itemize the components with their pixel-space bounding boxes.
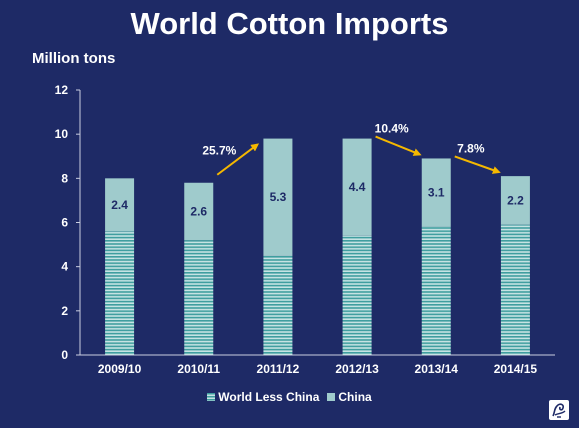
- data-label-china: 3.1: [428, 186, 445, 200]
- bar-world-less-china: [263, 255, 293, 355]
- change-percent-label: 7.8%: [457, 141, 485, 155]
- legend-item-world-less-china: World Less China: [207, 390, 319, 404]
- x-tick-label: 2011/12: [257, 362, 300, 376]
- bar-world-less-china: [421, 226, 451, 355]
- bar-world-less-china: [500, 224, 530, 355]
- data-label-china: 4.4: [349, 180, 366, 194]
- legend-swatch-world-less-china: [207, 393, 216, 401]
- bar-china: [421, 158, 451, 227]
- x-tick-label: 2012/13: [335, 362, 379, 376]
- x-tick-label: 2014/15: [494, 362, 538, 376]
- data-label-china: 2.2: [507, 193, 524, 207]
- change-percent-label: 25.7%: [202, 144, 236, 158]
- x-tick-label: 2013/14: [415, 362, 459, 376]
- legend-swatch-china: [327, 393, 336, 401]
- y-tick-label: 12: [55, 83, 69, 97]
- decrease-arrow: [375, 135, 422, 156]
- bar-china: [263, 138, 293, 256]
- bar-china: [500, 176, 530, 225]
- change-percent-label: 10.4%: [375, 122, 409, 136]
- data-label-china: 2.6: [190, 204, 207, 218]
- y-tick-label: 8: [61, 171, 68, 185]
- bar-china: [184, 182, 214, 241]
- x-tick-label: 2009/10: [98, 362, 142, 376]
- y-tick-label: 6: [61, 216, 68, 230]
- legend: World Less China China: [0, 390, 579, 404]
- bar-china: [105, 178, 135, 232]
- chart-title: World Cotton Imports: [130, 6, 449, 41]
- legend-label-world-less-china: World Less China: [218, 390, 320, 404]
- bar-world-less-china: [184, 240, 214, 355]
- bar-china: [342, 138, 372, 236]
- bar-world-less-china: [342, 235, 372, 355]
- x-tick-label: 2010/11: [177, 362, 220, 376]
- data-label-china: 2.4: [111, 198, 128, 212]
- bar-world-less-china: [105, 231, 135, 355]
- plot-area: 0 2 4 6 8 10 12 2.4 2009/10 2.6 2010/11 5.3 2011/12 4…: [55, 83, 555, 376]
- decrease-arrow: [454, 155, 501, 174]
- cotton-boll-icon: [549, 400, 569, 420]
- y-tick-label: 0: [61, 348, 68, 362]
- legend-item-china: China: [327, 390, 372, 404]
- increase-arrow: [216, 143, 260, 176]
- y-tick-label: 4: [61, 260, 68, 274]
- y-tick-label: 2: [61, 304, 68, 318]
- data-label-china: 5.3: [270, 190, 287, 204]
- y-axis-unit-label: Million tons: [32, 50, 116, 67]
- legend-label-china: China: [338, 390, 372, 404]
- y-tick-label: 10: [55, 127, 69, 141]
